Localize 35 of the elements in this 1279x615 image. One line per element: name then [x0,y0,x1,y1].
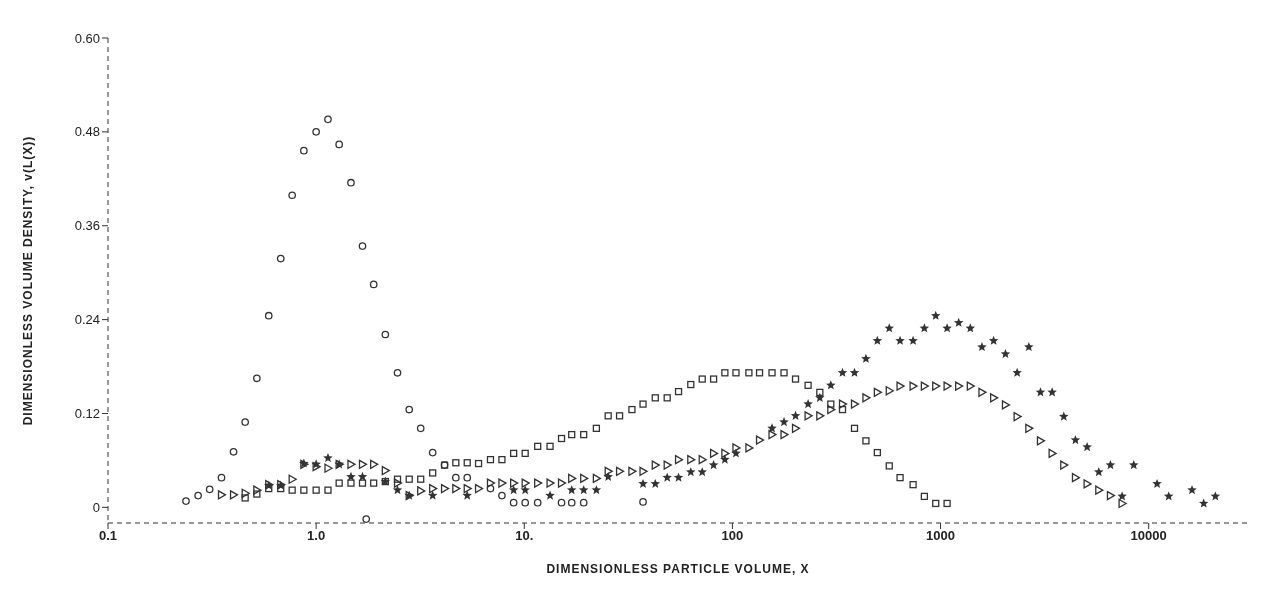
point [347,178,355,187]
y-tick-label: 0.60 [74,30,100,46]
x-axis-title: DIMENSIONLESS PARTICLE VOLUME, X [546,562,810,576]
y-axis-title: DIMENSIONLESS VOLUME DENSITY, v(L(X)) [21,135,36,426]
point [335,140,344,149]
point [486,484,495,493]
point [324,115,332,124]
point [288,191,297,200]
point [358,242,367,250]
point [217,473,226,482]
point [521,498,530,507]
x-tick-label: 1.0 [307,528,326,544]
point [194,491,202,500]
y-tick-label: 0.12 [74,406,100,422]
point [498,491,506,500]
point [312,128,320,136]
point [300,146,308,155]
point [229,447,238,456]
point [182,497,190,505]
point [276,254,285,263]
point [533,498,542,507]
point [241,418,250,426]
x-tick-label: 100 [721,528,744,544]
x-tick-label: 1000 [926,528,956,544]
y-tick-label: 0.36 [74,218,100,234]
y-tick-label: 0.24 [74,312,100,328]
y-tick-label: 0 [92,499,100,515]
point [253,374,261,383]
x-tick-label: 0.1 [98,528,118,544]
y-tick-label: 0.48 [74,124,100,140]
point [205,485,214,494]
point [264,311,273,320]
x-tick-label: 10000 [1130,528,1167,544]
point [509,498,518,507]
x-tick-label: 10. [515,528,534,544]
